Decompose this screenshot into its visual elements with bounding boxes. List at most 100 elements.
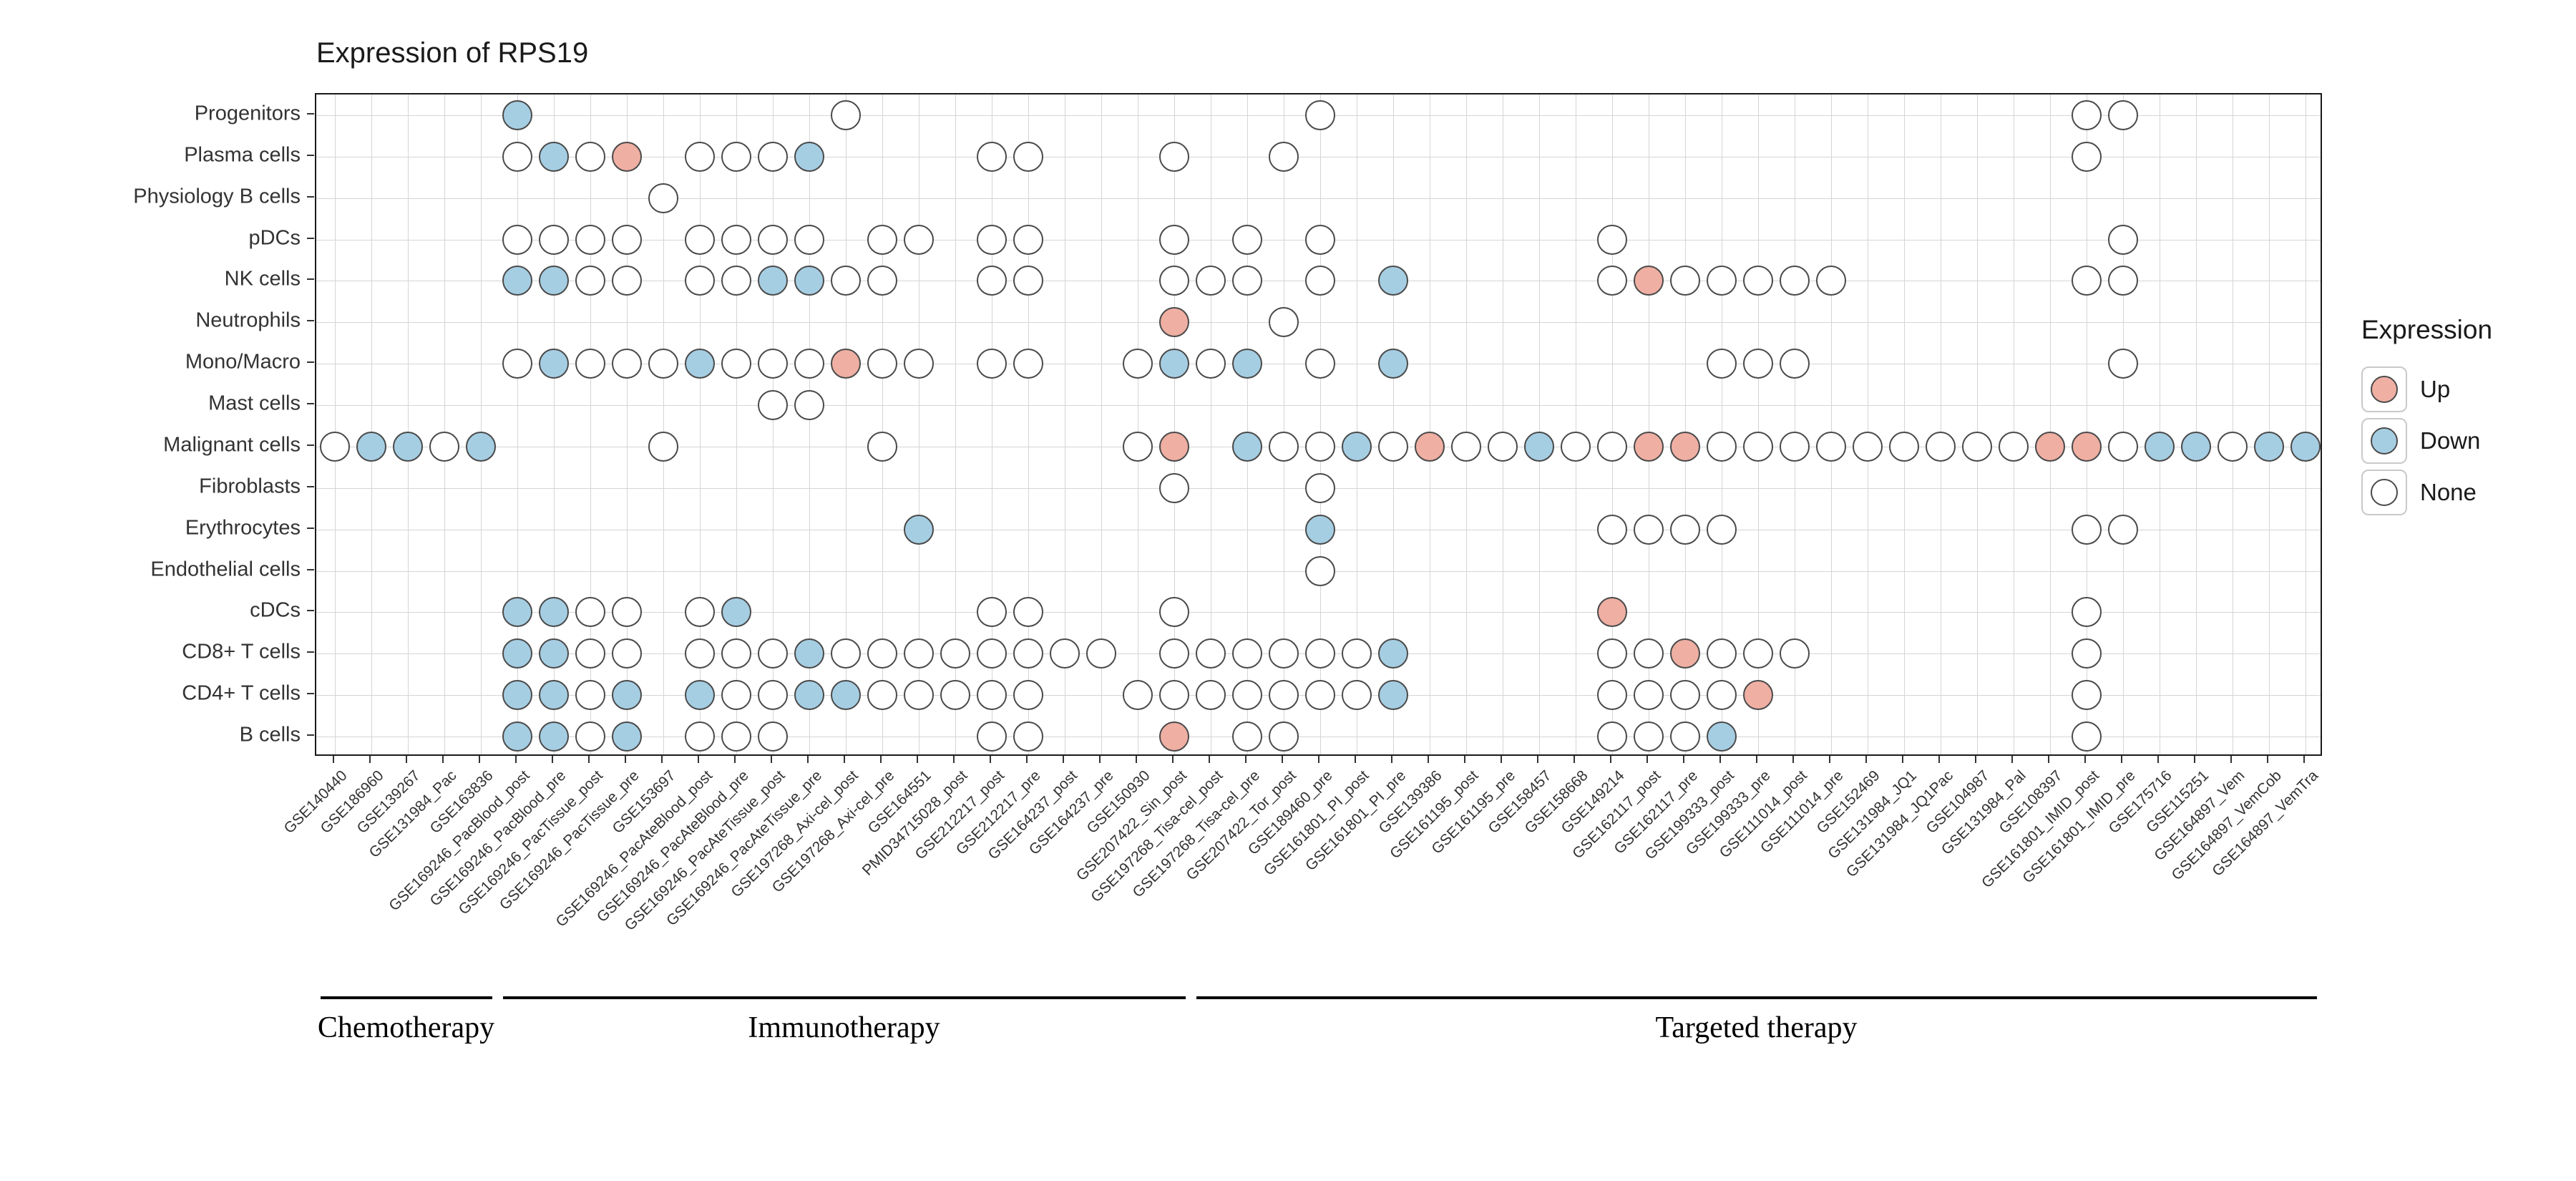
expression-dot-none xyxy=(940,638,970,669)
expression-dot-none xyxy=(1852,431,1883,462)
x-tick xyxy=(916,756,918,763)
expression-dot-none xyxy=(1158,224,1189,255)
expression-dot-none xyxy=(1304,224,1335,255)
y-tick xyxy=(307,610,314,612)
legend-none-dot-icon xyxy=(2371,479,2398,506)
therapy-group-line xyxy=(502,996,1186,999)
expression-dot-none xyxy=(684,597,715,628)
y-tick xyxy=(307,320,314,322)
x-tick xyxy=(478,756,480,763)
grid-line-vertical xyxy=(553,94,555,754)
expression-dot-down xyxy=(392,431,423,462)
expression-dot-none xyxy=(1596,431,1627,462)
legend-key xyxy=(2361,418,2407,464)
x-axis-label: GSE169246_PacBlood_post xyxy=(386,767,533,915)
expression-dot-none xyxy=(903,680,934,711)
x-axis-label: GSE162117_pre xyxy=(1610,767,1701,857)
grid-line-vertical xyxy=(736,94,737,754)
expression-dot-down xyxy=(2290,431,2321,462)
expression-dot-none xyxy=(1231,224,1262,255)
expression-dot-none xyxy=(2071,99,2102,130)
expression-dot-none xyxy=(976,141,1007,172)
expression-dot-none xyxy=(1779,349,1810,379)
expression-dot-none xyxy=(1742,431,1773,462)
expression-dot-down xyxy=(538,597,569,628)
grid-line-vertical xyxy=(334,94,336,754)
expression-dot-none xyxy=(2071,141,2102,172)
expression-dot-none xyxy=(1487,431,1518,462)
grid-line-vertical xyxy=(626,94,628,754)
expression-dot-none xyxy=(1815,431,1846,462)
x-axis-label: GSE115251 xyxy=(2142,767,2212,837)
expression-dot-none xyxy=(1669,721,1700,752)
x-axis-label: GSE163836 xyxy=(426,767,497,837)
expression-dot-down xyxy=(611,721,642,752)
x-axis-label: GSE199333_pre xyxy=(1682,767,1774,858)
expression-dot-down xyxy=(1523,431,1554,462)
x-axis-label: GSE164897_Vem xyxy=(2151,767,2248,865)
x-tick xyxy=(1208,756,1210,763)
expression-dot-none xyxy=(648,431,678,462)
expression-dot-down xyxy=(538,266,569,296)
x-tick xyxy=(1828,756,1830,763)
therapy-group-line xyxy=(1196,996,2317,999)
expression-dot-none xyxy=(1779,638,1810,669)
legend-up-dot-icon xyxy=(2371,376,2398,403)
y-tick xyxy=(307,154,314,156)
expression-dot-none xyxy=(1304,99,1335,130)
grid-line-vertical xyxy=(590,94,591,754)
y-tick xyxy=(307,693,314,695)
expression-dot-none xyxy=(2107,349,2138,379)
x-tick xyxy=(879,756,882,763)
y-tick xyxy=(307,444,314,446)
x-axis-label: GSE164897_VemCob xyxy=(2168,767,2285,884)
expression-dot-down xyxy=(465,431,496,462)
expression-dot-down xyxy=(794,638,824,669)
expression-dot-down xyxy=(1377,266,1408,296)
expression-dot-none xyxy=(1815,266,1846,296)
expression-dot-none xyxy=(1304,555,1335,586)
expression-dot-none xyxy=(1779,431,1810,462)
y-axis-label: Erythrocytes xyxy=(185,516,301,540)
grid-line-vertical xyxy=(663,94,664,754)
x-tick xyxy=(2157,756,2159,763)
expression-dot-none xyxy=(429,431,459,462)
expression-dot-none xyxy=(976,349,1007,379)
y-tick xyxy=(307,651,314,653)
expression-dot-none xyxy=(575,680,605,711)
expression-dot-none xyxy=(1706,349,1737,379)
expression-dot-none xyxy=(1706,638,1737,669)
y-axis-label: Progenitors xyxy=(194,102,301,125)
expression-dot-down xyxy=(903,514,934,545)
expression-dot-down xyxy=(538,638,569,669)
expression-dot-none xyxy=(1013,597,1043,628)
expression-dot-none xyxy=(903,638,934,669)
x-axis-label: GSE139267 xyxy=(353,767,424,837)
expression-dot-none xyxy=(1195,349,1226,379)
expression-dot-none xyxy=(721,638,751,669)
grid-line-vertical xyxy=(1101,94,1102,754)
grid-line-vertical xyxy=(882,94,883,754)
grid-line-vertical xyxy=(845,94,847,754)
x-tick xyxy=(2084,756,2086,763)
x-tick xyxy=(624,756,626,763)
expression-dot-up xyxy=(1669,431,1700,462)
x-axis-label: GSE153697 xyxy=(609,767,679,837)
x-axis-label: GSE207422_Sin_post xyxy=(1073,767,1190,885)
expression-dot-none xyxy=(1706,431,1737,462)
expression-dot-down xyxy=(502,638,532,669)
expression-dot-none xyxy=(1596,721,1627,752)
x-axis-label: GSE131984_JQ1Pac xyxy=(1843,767,1956,881)
x-axis-label: GSE104987 xyxy=(1923,767,1993,837)
x-tick xyxy=(1354,756,1356,763)
expression-dot-none xyxy=(1304,266,1335,296)
x-tick xyxy=(1646,756,1648,763)
x-tick xyxy=(1682,756,1684,763)
x-tick xyxy=(2047,756,2049,763)
grid-line-horizontal xyxy=(316,322,2321,324)
expression-dot-none xyxy=(1195,638,1226,669)
expression-dot-none xyxy=(903,349,934,379)
grid-line-vertical xyxy=(2049,94,2051,754)
expression-dot-none xyxy=(757,349,788,379)
expression-dot-none xyxy=(2107,431,2138,462)
